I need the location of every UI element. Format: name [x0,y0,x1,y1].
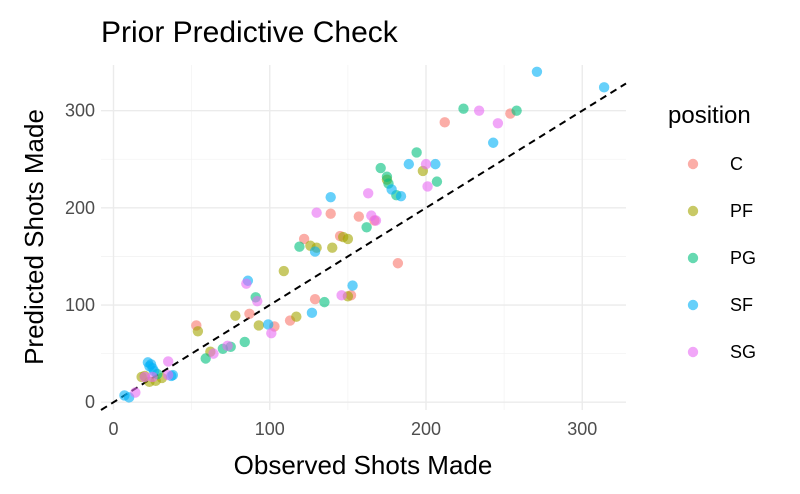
data-point-pf [278,265,290,277]
reference-line-group [100,82,627,411]
y-tick-label: 300 [65,101,95,121]
data-point-pg [319,296,330,308]
data-point-sg [422,181,433,192]
data-point-sf [306,307,318,319]
legend-key-c [687,158,699,170]
data-point-sf [403,158,415,170]
data-point-pg [458,103,469,114]
legend-label-sf: SF [730,295,753,315]
data-point-pf [230,310,241,321]
data-point-sg [162,356,174,367]
legend-items: C PF PG SF SG [687,154,756,362]
x-tick-label: 0 [108,419,118,439]
x-axis-title: Observed Shots Made [234,450,493,480]
data-point-pg [511,105,522,116]
data-point-pf [327,242,338,253]
data-points [119,66,610,403]
data-point-sg [311,207,322,218]
data-point-c [244,308,255,319]
data-point-sf [598,82,610,93]
data-point-sf [531,66,543,78]
legend-key-pf [687,205,699,217]
chart-title: Prior Predictive Check [101,16,399,49]
data-point-sg [241,278,252,289]
legend-label-pf: PF [730,201,753,221]
data-point-sg [139,371,150,383]
data-point-sg [420,158,432,170]
data-point-sg [147,371,158,383]
data-point-sf [325,191,336,203]
data-point-sg [370,215,382,226]
reference-line [100,82,627,411]
data-point-c [325,208,336,219]
y-tick-label: 200 [65,198,95,218]
y-tick-label: 100 [65,295,95,315]
legend-title: position [668,102,751,129]
data-point-pf [253,320,265,331]
data-point-pg [411,147,422,158]
data-point-sg [222,340,233,352]
legend-key-pg [687,252,699,264]
x-tick-label: 100 [255,419,285,439]
data-point-sf [487,137,499,148]
y-axis-ticks: 0 100 200 300 [65,101,95,413]
data-point-pg [431,176,443,187]
data-point-sg [266,328,277,339]
data-point-sf [262,319,274,330]
data-point-sg [362,188,374,199]
data-point-pg [361,222,372,233]
data-point-pg [200,353,211,364]
x-tick-label: 300 [567,419,597,439]
data-point-pg [294,241,305,252]
data-point-c [309,294,321,305]
data-point-pf [342,233,354,245]
x-tick-label: 200 [411,419,441,439]
y-tick-label: 0 [85,392,95,412]
legend-label-c: C [730,154,743,174]
data-point-sf [347,280,358,291]
legend-label-sg: SG [730,342,756,362]
data-point-sg [208,348,219,359]
data-point-sg [336,290,347,301]
legend: position C PF PG SF SG [668,102,756,362]
y-axis-title: Predicted Shots Made [19,109,49,365]
data-point-c [439,117,450,128]
data-point-sg [162,369,174,381]
data-point-sf [395,190,407,202]
legend-key-sg [687,346,699,358]
data-point-sf [386,184,397,195]
data-point-sg [492,118,504,129]
data-point-sg [252,295,263,307]
legend-label-pg: PG [730,248,756,268]
data-point-sg [473,105,485,116]
grid [101,65,626,410]
legend-key-sf [687,299,699,311]
data-point-pg [239,336,250,348]
data-point-pf [291,311,302,322]
data-point-pg [375,162,386,174]
data-point-pf [192,326,204,337]
data-point-c [392,258,404,269]
x-axis-ticks: 0 100 200 300 [108,419,597,439]
data-point-sf [430,158,441,170]
data-point-c [353,211,365,222]
data-point-sg [130,387,141,398]
data-point-sf [309,246,321,257]
data-point-c [298,233,310,245]
